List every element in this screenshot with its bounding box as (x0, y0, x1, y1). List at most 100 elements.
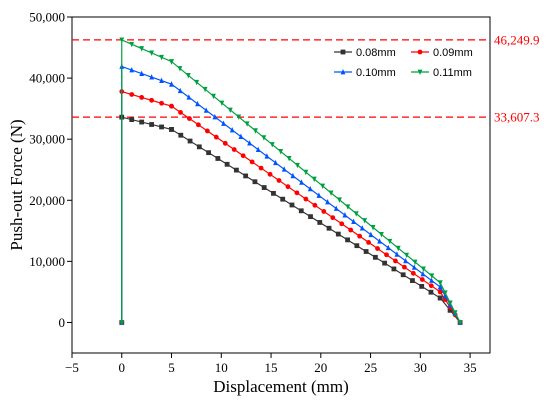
legend-item-0.08mm: 0.08mm (334, 47, 396, 59)
data-point (353, 211, 359, 217)
data-point (308, 214, 313, 220)
data-point (385, 244, 391, 251)
data-point (236, 114, 242, 120)
x-tick-label: 5 (168, 360, 175, 375)
data-point (294, 190, 300, 196)
data-point (204, 128, 210, 134)
data-point (247, 140, 252, 146)
data-point (362, 218, 368, 224)
data-point (258, 165, 264, 171)
data-point (403, 257, 408, 264)
data-point (149, 74, 155, 80)
data-point (429, 277, 434, 283)
y-tick-label: 50,000 (29, 10, 65, 25)
data-point (363, 249, 369, 254)
x-axis-ticks: −5 0 5 10 15 20 25 30 35 (65, 353, 477, 375)
data-point (203, 107, 209, 113)
data-point (233, 167, 239, 173)
data-point (253, 128, 258, 134)
data-point (366, 239, 371, 245)
data-point (410, 278, 415, 283)
data-point (326, 225, 332, 231)
data-point (437, 295, 443, 301)
data-point (372, 254, 378, 260)
data-point (335, 231, 341, 237)
data-point (404, 252, 410, 259)
y-tick-label: 0 (59, 315, 66, 330)
data-point (267, 171, 273, 177)
data-point (400, 272, 406, 278)
data-point (377, 238, 382, 244)
data-point (370, 225, 376, 231)
data-point (345, 204, 351, 210)
data-point (452, 310, 458, 316)
data-point (194, 79, 200, 86)
legend-marker (417, 69, 423, 75)
legend-item-0.09mm: 0.09mm (411, 47, 473, 59)
data-point (264, 153, 270, 159)
data-point (345, 237, 350, 243)
data-point (269, 142, 275, 148)
data-point (169, 81, 174, 87)
plot-area (71, 16, 491, 354)
data-point (159, 124, 164, 130)
y-tick-label: 40,000 (29, 71, 65, 86)
data-point (286, 155, 292, 162)
data-point (149, 122, 155, 127)
y-axis-title: Push-out Force (N) (7, 119, 26, 250)
data-point (202, 86, 208, 93)
data-point (129, 67, 135, 73)
x-tick-label: 30 (414, 360, 427, 375)
x-tick-label: −5 (65, 360, 79, 375)
x-tick-label: 25 (364, 360, 377, 375)
y-tick-label: 10,000 (29, 254, 65, 269)
data-point (185, 73, 191, 79)
data-point (457, 320, 463, 326)
data-point (178, 109, 183, 115)
data-point (280, 196, 286, 202)
legend-label: 0.09mm (433, 47, 473, 59)
data-point (119, 320, 125, 326)
data-point (325, 198, 330, 205)
data-point (320, 183, 326, 189)
data-point (348, 227, 354, 233)
data-point (354, 243, 360, 249)
data-point (149, 97, 155, 103)
reference-line-label: 33,607.3 (494, 110, 540, 125)
data-point (429, 273, 435, 279)
data-point (339, 221, 345, 227)
data-point (219, 100, 225, 107)
data-point (281, 166, 287, 172)
data-point (419, 283, 425, 289)
data-point (159, 100, 164, 106)
data-point (195, 122, 201, 128)
data-point (255, 146, 261, 153)
legend-label: 0.11mm (433, 67, 472, 79)
data-point (215, 156, 221, 161)
data-point (295, 162, 300, 169)
data-point (252, 179, 258, 185)
data-point (298, 208, 304, 214)
data-point (428, 283, 434, 289)
data-point (212, 113, 218, 120)
data-point (227, 107, 233, 113)
data-point (395, 245, 401, 252)
data-point (387, 238, 393, 245)
data-point (278, 149, 284, 155)
data-point (178, 132, 184, 138)
data-point (419, 277, 425, 282)
data-point (375, 246, 380, 251)
data-point (129, 41, 135, 48)
data-point (391, 266, 397, 272)
reference-line-label: 46,249.9 (494, 32, 540, 47)
data-point (221, 120, 226, 126)
data-point (351, 218, 356, 224)
data-point (412, 259, 418, 266)
data-point (213, 134, 219, 140)
data-point (195, 100, 200, 107)
data-point (177, 66, 183, 72)
data-point (177, 87, 183, 94)
data-point (139, 46, 145, 52)
legend-item-0.10mm: 0.10mm (334, 67, 396, 79)
data-point (333, 205, 339, 211)
